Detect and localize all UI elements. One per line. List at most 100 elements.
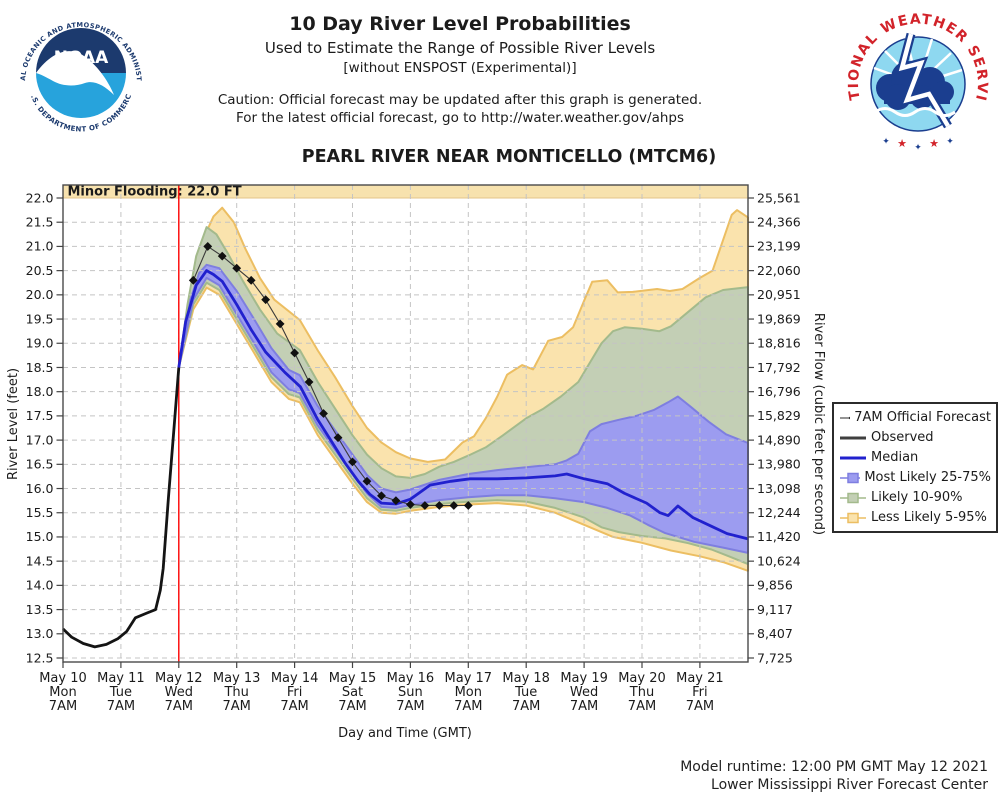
forecast-diamonds <box>188 242 473 510</box>
y-left-tick-label: 19.0 <box>26 336 54 351</box>
x-tick-date: May 12 <box>155 671 203 686</box>
y-left-tick-label: 17.0 <box>26 432 54 447</box>
x-tick-weekday: Tue <box>109 685 132 700</box>
nws-lightning-icon <box>895 32 952 129</box>
legend-item-most-likely: Most Likely 25-75% <box>839 468 991 487</box>
y-right-tick-label: 11,420 <box>757 529 801 544</box>
y-right-tick-label: 18,816 <box>757 336 801 351</box>
y-left-tick-label: 14.0 <box>26 578 54 593</box>
chart-legend: 7AM Official Forecast Observed Median Mo… <box>832 402 998 533</box>
legend-item-label: Median <box>871 450 919 465</box>
x-tick-time: 7AM <box>570 699 598 714</box>
x-tick-weekday: Fri <box>287 685 303 700</box>
y-left-tick-label: 12.5 <box>26 650 54 665</box>
median-line <box>177 269 749 541</box>
y-right-tick-label: 19,869 <box>757 311 801 326</box>
axes: 22.0 25,561 21.5 24,366 21.0 23,199 20.5 22,060… <box>6 190 826 741</box>
y-right-tick-label: 24,366 <box>757 215 801 230</box>
page-subtitle: Used to Estimate the Range of Possible R… <box>264 39 656 57</box>
y-left-tick-label: 13.0 <box>26 626 54 641</box>
nws-stars-icon: ✦ ★ ✦ ★ ✦ <box>882 137 954 152</box>
observed-line <box>62 367 181 649</box>
y-right-tick-label: 7,725 <box>757 650 793 665</box>
forecast-center: Lower Mississippi River Forecast Center <box>711 777 988 793</box>
x-tick-weekday: Fri <box>692 685 708 700</box>
x-tick-time: 7AM <box>396 699 424 714</box>
y-left-tick-label: 15.5 <box>26 505 54 520</box>
y-right-tick-label: 14,890 <box>757 432 801 447</box>
observed-marker-icon <box>840 436 866 439</box>
svg-text:✦: ✦ <box>882 137 890 147</box>
y-right-tick-label: 13,980 <box>757 457 801 472</box>
x-tick-weekday: Mon <box>455 685 482 700</box>
y-left-tick-label: 21.5 <box>26 215 54 230</box>
legend-item-label: 7AM Official Forecast <box>854 410 991 425</box>
x-tick-weekday: Sat <box>342 685 363 700</box>
y-left-tick-label: 18.0 <box>26 384 54 399</box>
x-tick-time: 7AM <box>454 699 482 714</box>
noaa-bird-icon <box>36 51 114 95</box>
y-left-tick-label: 16.5 <box>26 457 54 472</box>
most-likely-band-icon <box>840 472 861 483</box>
x-tick-weekday: Tue <box>514 685 537 700</box>
page-title: 10 Day River Level Probabilities <box>289 13 631 35</box>
nws-waves-icon <box>874 107 956 117</box>
y-left-axis-title: River Level (feet) <box>6 368 21 480</box>
x-tick-date: May 20 <box>618 671 666 686</box>
legend-item-label: Observed <box>871 430 934 445</box>
svg-text:✦: ✦ <box>946 137 954 147</box>
y-right-tick-label: 20,951 <box>757 287 801 302</box>
x-tick-time: 7AM <box>49 699 77 714</box>
x-tick-date: May 13 <box>213 671 261 686</box>
x-tick-weekday: Sun <box>398 685 423 700</box>
legend-item-median: Median <box>839 448 991 467</box>
y-right-tick-label: 10,624 <box>757 553 801 568</box>
y-left-tick-label: 20.5 <box>26 263 54 278</box>
legend-item-likely: Likely 10-90% <box>839 488 991 507</box>
y-left-tick-label: 15.0 <box>26 529 54 544</box>
y-left-tick-label: 13.5 <box>26 602 54 617</box>
x-tick-date: May 17 <box>445 671 493 686</box>
noaa-logo: NOAA NATIONAL OCEANIC AND ATMOSPHERIC AD… <box>14 6 147 139</box>
legend-item-less-likely: Less Likely 5-95% <box>839 508 991 527</box>
x-tick-time: 7AM <box>628 699 656 714</box>
x-tick-time: 7AM <box>223 699 251 714</box>
y-right-axis-title: River Flow (cubic feet per second) <box>811 313 826 535</box>
y-right-tick-label: 8,407 <box>757 626 793 641</box>
x-tick-date: May 18 <box>502 671 550 686</box>
plot-frame <box>62 184 749 663</box>
caution-line-1: Caution: Official forecast may be update… <box>217 92 703 108</box>
y-left-tick-label: 17.5 <box>26 408 54 423</box>
y-left-tick-label: 22.0 <box>26 190 54 205</box>
svg-text:✦: ✦ <box>914 143 922 152</box>
x-tick-weekday: Thu <box>629 685 654 700</box>
y-right-tick-label: 13,098 <box>757 481 801 496</box>
nws-logo: NATIONAL WEATHER SERVICE ✦ ★ ✦ ★ ✦ <box>844 4 989 152</box>
gridlines <box>63 185 748 662</box>
svg-text:★: ★ <box>929 137 939 150</box>
x-tick-date: May 10 <box>39 671 87 686</box>
footer: Model runtime: 12:00 PM GMT May 12 2021 … <box>680 758 988 794</box>
y-left-tick-label: 21.0 <box>26 239 54 254</box>
y-left-tick-label: 20.0 <box>26 287 54 302</box>
x-tick-date: May 11 <box>97 671 145 686</box>
less-likely-band-icon <box>840 512 866 523</box>
x-tick-weekday: Mon <box>49 685 76 700</box>
model-runtime: Model runtime: 12:00 PM GMT May 12 2021 <box>680 759 988 775</box>
legend-item-label: Less Likely 5-95% <box>871 510 987 525</box>
x-tick-date: May 19 <box>560 671 608 686</box>
legend-item-label: Likely 10-90% <box>871 490 963 505</box>
x-tick-time: 7AM <box>686 699 714 714</box>
y-right-tick-label: 12,244 <box>757 505 801 520</box>
median-marker-icon <box>840 456 866 459</box>
y-right-tick-label: 22,060 <box>757 263 801 278</box>
noaa-center-text: NOAA <box>54 48 109 68</box>
y-right-tick-label: 23,199 <box>757 239 801 254</box>
y-left-tick-label: 16.0 <box>26 481 54 496</box>
header: 10 Day River Level Probabilities Used to… <box>100 13 820 127</box>
legend-item-label: Most Likely 25-75% <box>864 470 991 485</box>
x-tick-date: May 15 <box>329 671 377 686</box>
likely-band-icon <box>840 492 866 503</box>
x-tick-weekday: Thu <box>223 685 248 700</box>
